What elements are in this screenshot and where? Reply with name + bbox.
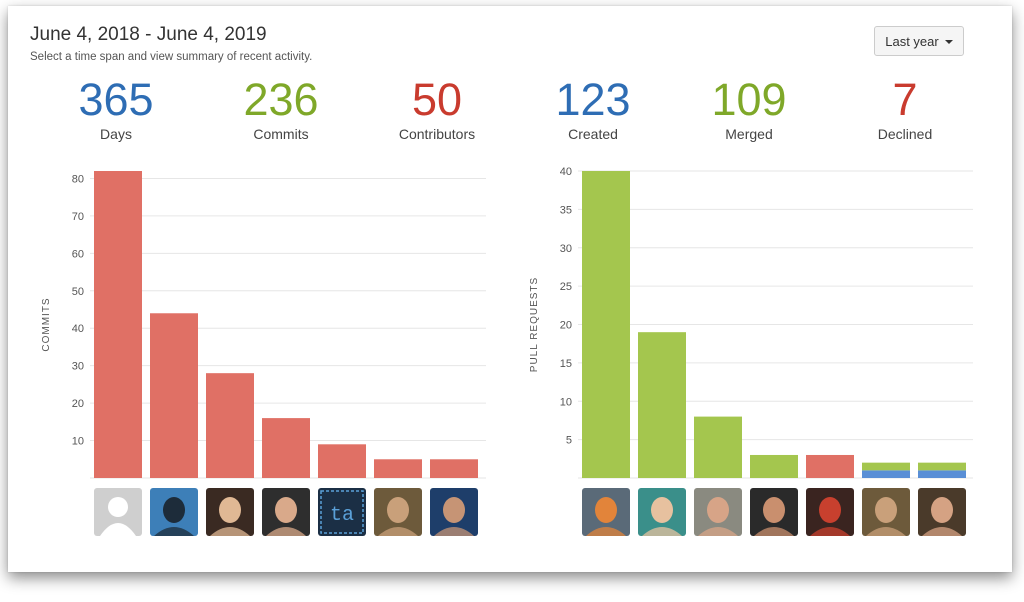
avatar[interactable] [374,488,422,536]
stat-label: Commits [253,126,309,142]
stat-label: Created [568,126,618,142]
user-photo-icon [866,497,906,536]
stat-contributors: 50 Contributors [357,74,517,142]
user-photo-icon [210,497,250,536]
page-title: June 4, 2018 - June 4, 2019 [30,24,267,45]
user-photo-icon [586,497,626,536]
user-photo-icon [434,497,474,536]
avatar[interactable] [582,488,630,536]
stat-label: Declined [877,126,933,142]
stat-value: 365 [78,74,154,125]
time-range-label: Last year [885,33,939,49]
stat-value: 7 [892,74,918,125]
avatar[interactable] [918,488,966,536]
logo-avatar-icon: ta [320,490,364,534]
avatar[interactable] [150,488,198,536]
stat-created: 123 Created [513,74,673,142]
avatar[interactable] [262,488,310,536]
stat-days: 365 Days [36,74,196,142]
avatar[interactable] [694,488,742,536]
avatar[interactable] [94,488,142,536]
avatar[interactable] [430,488,478,536]
svg-text:ta: ta [330,504,354,527]
avatar[interactable] [750,488,798,536]
avatar[interactable] [638,488,686,536]
stat-value: 50 [411,74,463,125]
page-subtitle: Select a time span and view summary of r… [30,51,313,63]
user-photo-icon [154,497,194,536]
avatar[interactable] [862,488,910,536]
stat-commits: 236 Commits [201,74,361,142]
stat-merged: 109 Merged [669,74,829,142]
stat-label: Days [100,126,132,142]
stat-declined: 7 Declined [825,74,985,142]
stat-value: 123 [555,74,631,125]
user-photo-icon [922,497,962,536]
user-photo-icon [266,497,306,536]
user-photo-icon [642,497,682,536]
stat-value: 109 [711,74,787,125]
stat-value: 236 [243,74,319,125]
user-photo-icon [378,497,418,536]
time-range-dropdown[interactable]: Last year [874,26,964,56]
user-photo-icon [754,497,794,536]
avatar[interactable] [806,488,854,536]
avatar[interactable] [206,488,254,536]
user-placeholder-icon [100,497,136,536]
avatar[interactable]: ta [318,488,366,536]
stat-label: Contributors [398,126,476,142]
stat-label: Merged [725,126,773,142]
user-photo-icon [810,497,850,536]
caret-down-icon [944,40,953,44]
user-photo-icon [698,497,738,536]
